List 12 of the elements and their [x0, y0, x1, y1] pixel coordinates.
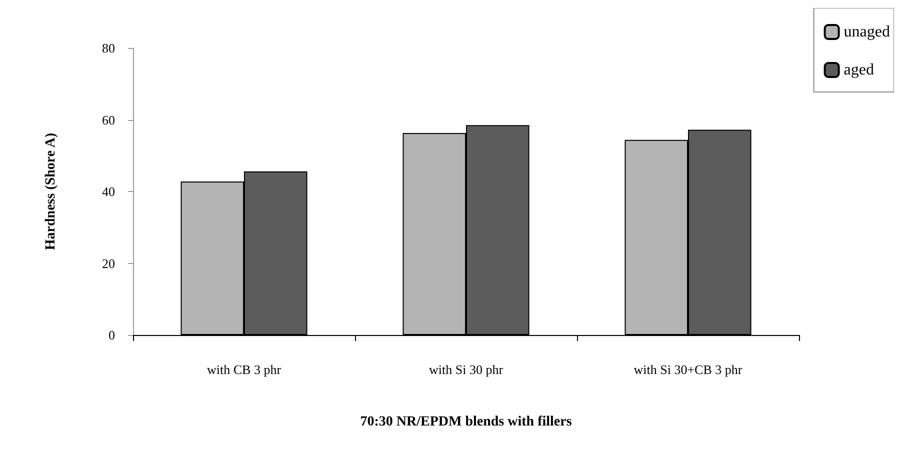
y-tick-label: 0 — [108, 328, 115, 342]
x-tick-label: with Si 30+CB 3 phr — [634, 362, 743, 377]
legend-label: aged — [844, 62, 874, 78]
y-tick-label: 60 — [102, 112, 115, 128]
y-axis-title: Hardness (Shore A) — [44, 132, 58, 250]
y-tick-label: 80 — [102, 40, 115, 56]
x-tick-label: with CB 3 phr — [206, 362, 282, 377]
x-tick-label: with Si 30 phr — [428, 362, 504, 377]
y-tick-label: 20 — [102, 256, 115, 271]
x-axis-title: 70:30 NR/EPDM blends with fillers — [360, 414, 572, 430]
legend-label: unaged — [844, 24, 890, 40]
y-tick-label: 40 — [102, 184, 115, 199]
